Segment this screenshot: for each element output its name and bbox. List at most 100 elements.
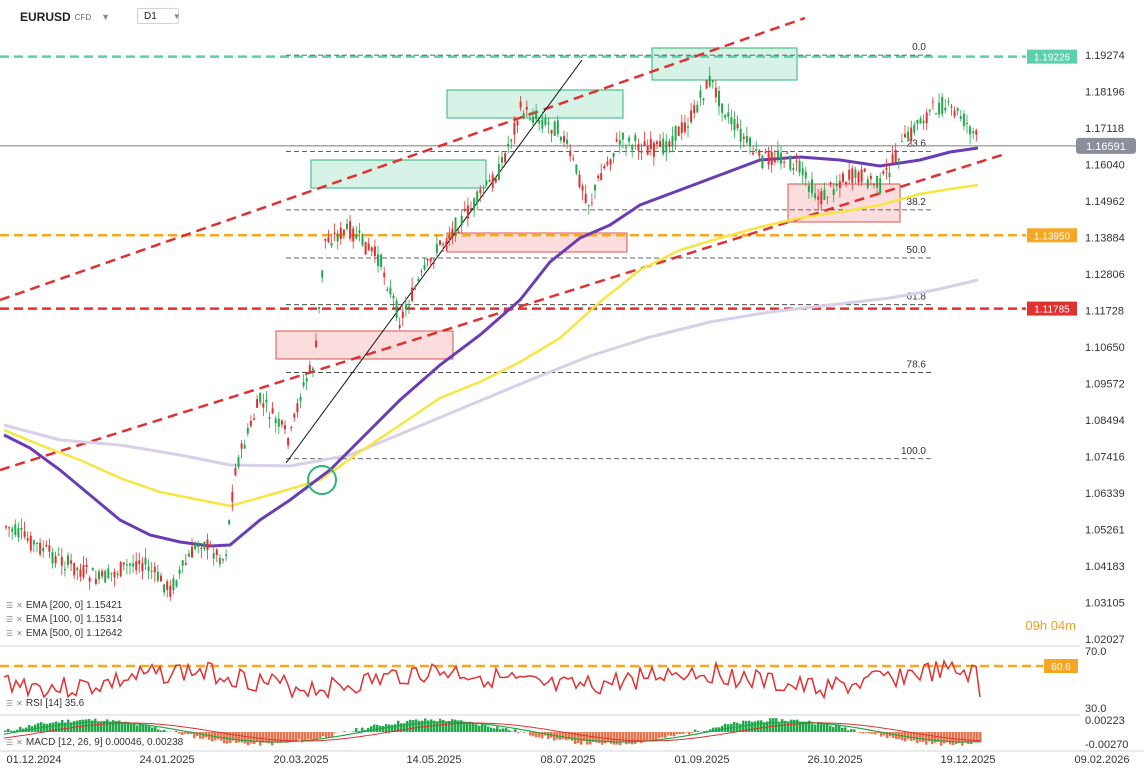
- candle: [293, 413, 296, 418]
- macd-bar: [859, 732, 862, 733]
- candle: [798, 160, 801, 173]
- candle: [85, 564, 88, 568]
- chevron-down-icon: ▼: [172, 11, 181, 21]
- macd-bar: [286, 732, 289, 743]
- symbol-selector[interactable]: EURUSD CFD ▼: [20, 8, 110, 26]
- macd-bar: [328, 732, 331, 738]
- drag-handle-icon[interactable]: ☰: [6, 699, 14, 708]
- macd-bar: [631, 732, 634, 745]
- candle: [135, 561, 138, 571]
- macd-bar: [925, 732, 928, 745]
- crossover-marker: [307, 465, 337, 495]
- candle: [401, 311, 404, 319]
- macd-bar: [268, 732, 271, 744]
- candle: [57, 554, 60, 556]
- candle: [191, 546, 193, 558]
- indicator-ema100[interactable]: ☰ ✕ EMA [100, 0] 1.15314: [6, 614, 122, 625]
- macd-bar: [805, 722, 808, 732]
- macd-legend[interactable]: ☰ ✕ MACD [12, 26, 9] 0.00046, 0.00238: [6, 737, 183, 748]
- candle: [346, 223, 348, 230]
- candle: [556, 120, 559, 135]
- drag-handle-icon[interactable]: ☰: [6, 615, 14, 624]
- rsi-legend[interactable]: ☰ ✕ RSI [14] 35.6: [6, 698, 84, 709]
- close-icon[interactable]: ✕: [16, 601, 23, 610]
- candle: [922, 120, 925, 124]
- timeframe-selector[interactable]: D1 ▼: [137, 8, 181, 24]
- candle: [321, 270, 324, 278]
- macd-bar: [73, 721, 76, 732]
- supply-zone: [310, 159, 487, 189]
- candle: [659, 141, 662, 148]
- price-tag-label: 1.11785: [1034, 305, 1070, 316]
- candle: [913, 125, 916, 133]
- macd-bar: [16, 729, 19, 732]
- macd-bar: [4, 730, 7, 732]
- ema200-line: [3, 146, 979, 548]
- candle: [702, 98, 705, 101]
- candle: [194, 544, 197, 549]
- candle: [656, 141, 658, 145]
- candle: [358, 230, 361, 233]
- candle: [48, 545, 51, 552]
- drag-handle-icon[interactable]: ☰: [6, 738, 14, 747]
- candle: [249, 420, 252, 426]
- candle: [333, 232, 336, 235]
- macd-bar: [811, 724, 814, 732]
- close-icon[interactable]: ✕: [16, 615, 23, 624]
- macd-bar: [46, 723, 49, 732]
- candle: [745, 135, 748, 143]
- macd-bar: [655, 732, 658, 741]
- candle: [178, 569, 181, 574]
- candle: [386, 288, 389, 291]
- drag-handle-icon[interactable]: ☰: [6, 601, 14, 610]
- trend-channel-line: [0, 16, 806, 302]
- macd-bar: [469, 721, 472, 732]
- candle: [891, 154, 894, 163]
- candle: [98, 571, 100, 580]
- macd-bar: [7, 728, 10, 732]
- timeframe-label: D1: [144, 10, 157, 22]
- macd-bar: [361, 727, 364, 732]
- candle: [150, 570, 153, 572]
- candle: [916, 120, 919, 124]
- candle: [674, 125, 677, 141]
- macd-bar: [940, 732, 943, 746]
- candle: [817, 196, 820, 200]
- candle: [225, 554, 228, 556]
- candle: [501, 157, 503, 163]
- y-tick-label: 1.10650: [1085, 342, 1125, 354]
- candle: [665, 141, 668, 153]
- candle: [835, 184, 838, 186]
- candle: [544, 118, 547, 125]
- macd-bar: [229, 732, 232, 743]
- macd-bar: [928, 732, 931, 742]
- close-icon[interactable]: ✕: [16, 629, 23, 638]
- macd-bar: [871, 732, 874, 734]
- supply-zone: [651, 47, 798, 81]
- close-icon[interactable]: ✕: [16, 699, 23, 708]
- indicator-ema200[interactable]: ☰ ✕ EMA [200, 0] 1.15421: [6, 600, 122, 611]
- candle: [941, 97, 944, 114]
- candle: [327, 237, 330, 243]
- macd-bar: [754, 721, 757, 732]
- candle: [739, 128, 742, 142]
- macd-bar: [787, 721, 790, 732]
- candle: [820, 191, 823, 205]
- macd-bar: [808, 720, 811, 732]
- candle: [470, 208, 472, 210]
- candle: [752, 152, 755, 155]
- macd-bar: [481, 723, 484, 732]
- macd-bar: [913, 732, 916, 741]
- x-tick-label: 01.09.2025: [674, 754, 729, 766]
- candle: [448, 235, 451, 239]
- macd-bar: [853, 729, 856, 732]
- indicator-ema500[interactable]: ☰ ✕ EMA [500, 0] 1.12642: [6, 628, 122, 639]
- close-icon[interactable]: ✕: [16, 738, 23, 747]
- macd-bar: [433, 720, 436, 732]
- candle: [646, 146, 649, 155]
- candle: [466, 205, 469, 219]
- macd-bar: [892, 732, 895, 738]
- drag-handle-icon[interactable]: ☰: [6, 629, 14, 638]
- fib-level-label: 78.6: [907, 359, 927, 370]
